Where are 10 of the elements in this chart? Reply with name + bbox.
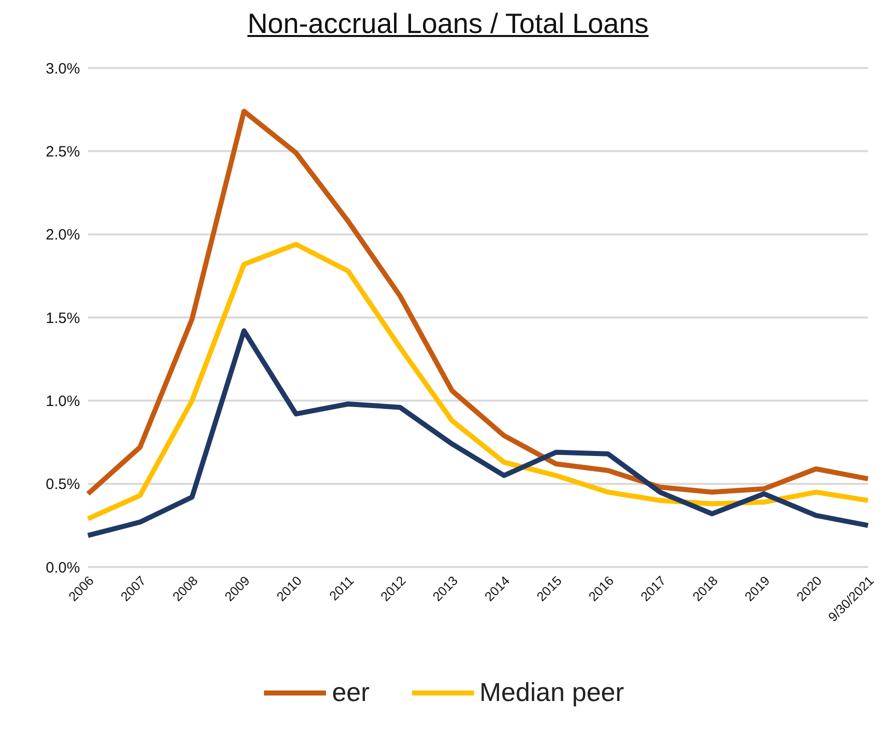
- y-tick-label: 2.5%: [46, 143, 80, 160]
- y-tick-label: 1.0%: [46, 392, 80, 410]
- y-tick-label: 2.0%: [46, 226, 80, 244]
- y-tick-label: 0.5%: [46, 476, 80, 494]
- y-tick-label: 3.0%: [46, 60, 80, 78]
- legend-label: eer: [332, 677, 370, 708]
- y-tick-label: 1.5%: [46, 310, 80, 327]
- legend-label: Median peer: [480, 677, 624, 708]
- y-tick-label: 0.0%: [46, 559, 80, 576]
- chart-title: Non-accrual Loans / Total Loans: [246, 8, 650, 40]
